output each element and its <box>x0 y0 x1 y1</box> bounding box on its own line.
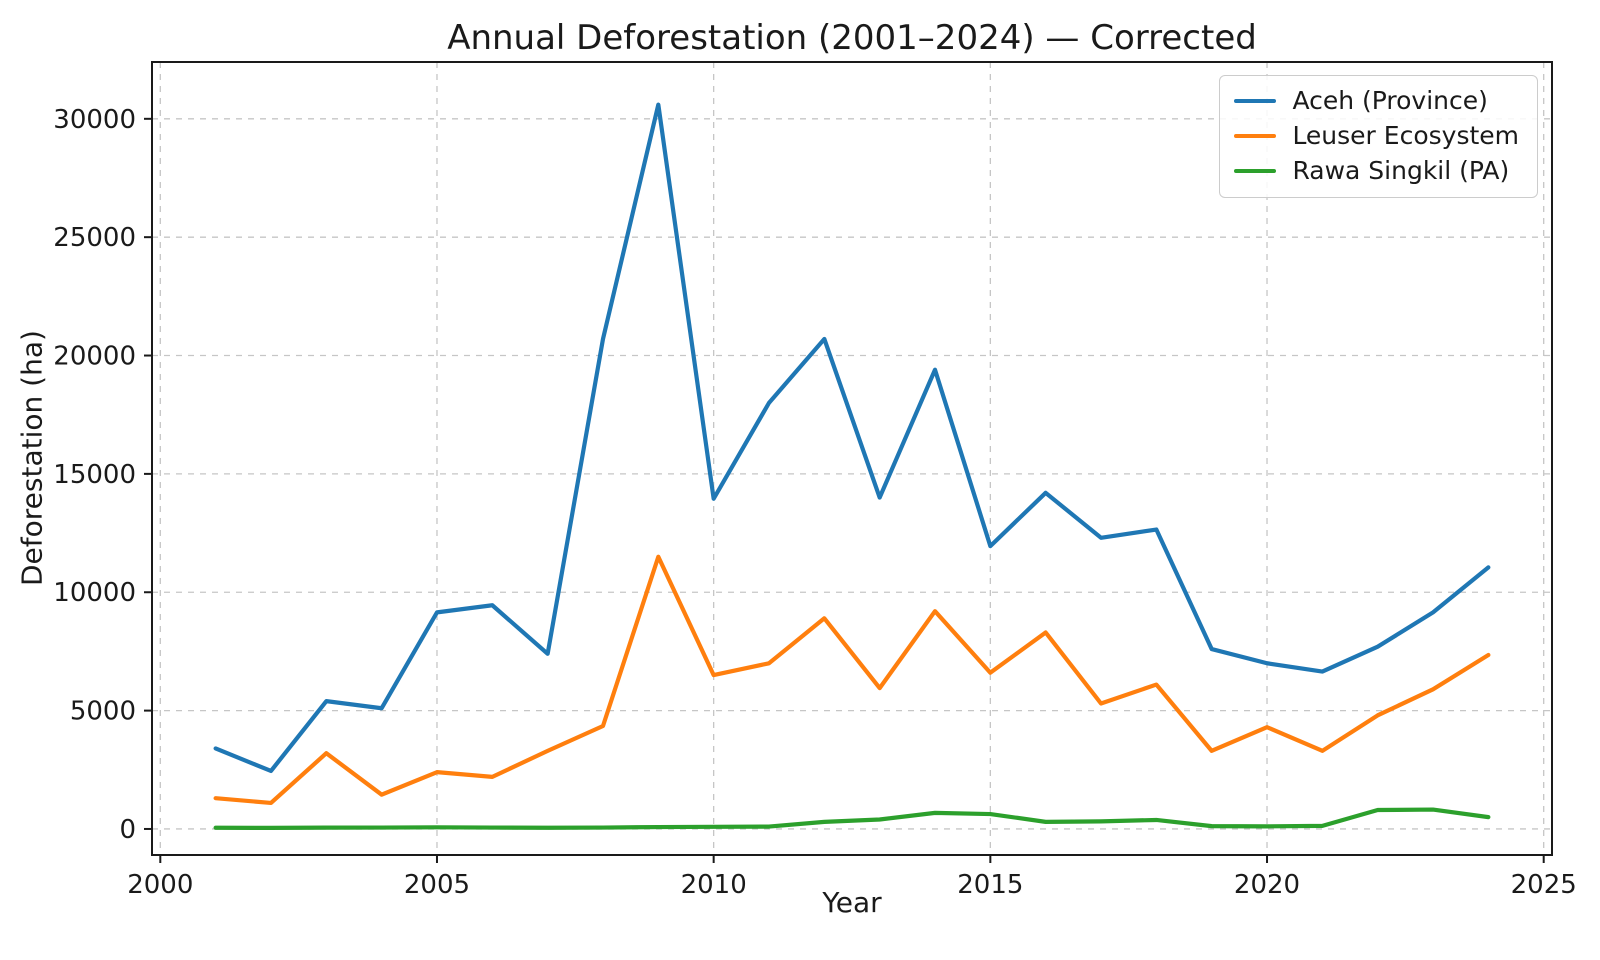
series-rawa-singkil-pa-line <box>213 807 1491 830</box>
legend: Aceh (Province) Leuser Ecosystem Rawa Si… <box>1219 75 1538 198</box>
x-tick-label: 2015 <box>957 870 1023 900</box>
y-tick-label: 30000 <box>53 105 136 135</box>
x-tick-label: 2000 <box>127 870 193 900</box>
x-tick-label: 2010 <box>681 870 747 900</box>
legend-label-leuser-ecosystem: Leuser Ecosystem <box>1292 121 1519 150</box>
x-tick-label: 2025 <box>1511 870 1577 900</box>
legend-swatch-leuser-ecosystem <box>1234 133 1277 138</box>
y-tick-label: 25000 <box>53 223 136 253</box>
x-axis: 2000 2005 2010 2015 2020 2025 <box>127 855 1577 900</box>
y-tick-label: 20000 <box>53 342 136 372</box>
legend-item-rawa-singkil-pa: Rawa Singkil (PA) <box>1234 156 1519 185</box>
x-axis-label: Year <box>822 886 882 919</box>
x-tick-label: 2005 <box>404 870 470 900</box>
series-leuser-ecosystem-line <box>213 554 1491 806</box>
y-tick-label: 15000 <box>53 460 136 490</box>
legend-label-aceh-province: Aceh (Province) <box>1292 86 1488 115</box>
y-axis-label: Deforestation (ha) <box>15 330 49 587</box>
chart-title: Annual Deforestation (2001–2024) — Corre… <box>447 18 1257 58</box>
legend-label-rawa-singkil-pa: Rawa Singkil (PA) <box>1292 156 1510 185</box>
legend-item-aceh-province: Aceh (Province) <box>1234 86 1519 115</box>
legend-swatch-aceh-province <box>1234 98 1277 103</box>
y-axis: 0 5000 10000 15000 20000 25000 30000 <box>53 105 152 845</box>
y-tick-label: 0 <box>119 815 136 845</box>
legend-item-leuser-ecosystem: Leuser Ecosystem <box>1234 121 1519 150</box>
series-aceh-province-line <box>213 102 1491 774</box>
x-tick-label: 2020 <box>1234 870 1300 900</box>
y-tick-label: 10000 <box>53 578 136 608</box>
axes-spines <box>151 61 1553 856</box>
y-tick-label: 5000 <box>70 697 136 727</box>
legend-swatch-rawa-singkil-pa <box>1234 168 1277 173</box>
series-group <box>213 102 1491 830</box>
